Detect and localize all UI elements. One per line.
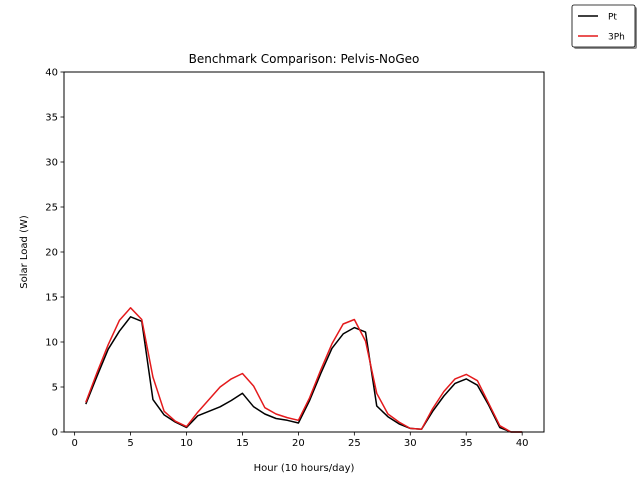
- x-axis-label: Hour (10 hours/day): [254, 463, 355, 474]
- y-tick-label: 5: [52, 383, 58, 394]
- legend-box: [571, 4, 636, 48]
- x-tick-label: 20: [292, 438, 305, 449]
- plot-area: [64, 72, 544, 432]
- x-tick-label: 30: [404, 438, 417, 449]
- y-tick-label: 10: [45, 338, 58, 349]
- legend-label-pt: Pt: [608, 13, 617, 23]
- x-tick-label: 25: [348, 438, 361, 449]
- y-axis-label: Solar Load (W): [19, 215, 30, 289]
- y-tick-label: 30: [45, 158, 58, 169]
- x-tick-label: 0: [71, 438, 77, 449]
- y-tick-label: 35: [45, 113, 58, 124]
- y-tick-label: 20: [45, 248, 58, 259]
- chart-title: Benchmark Comparison: Pelvis-NoGeo: [189, 52, 420, 66]
- x-tick-label: 35: [460, 438, 473, 449]
- y-tick-label: 25: [45, 203, 58, 214]
- y-tick-label: 40: [45, 68, 58, 79]
- series-line-pt: [85, 316, 523, 433]
- x-tick-label: 40: [516, 438, 529, 449]
- legend-label-3ph: 3Ph: [608, 33, 625, 43]
- x-tick-label: 15: [236, 438, 249, 449]
- x-tick-label: 10: [180, 438, 193, 449]
- x-tick-label: 5: [127, 438, 133, 449]
- series-line-3ph: [85, 307, 523, 433]
- legend: Pt 3Ph: [571, 4, 637, 49]
- y-tick-label: 15: [45, 293, 58, 304]
- y-tick-label: 0: [52, 428, 58, 439]
